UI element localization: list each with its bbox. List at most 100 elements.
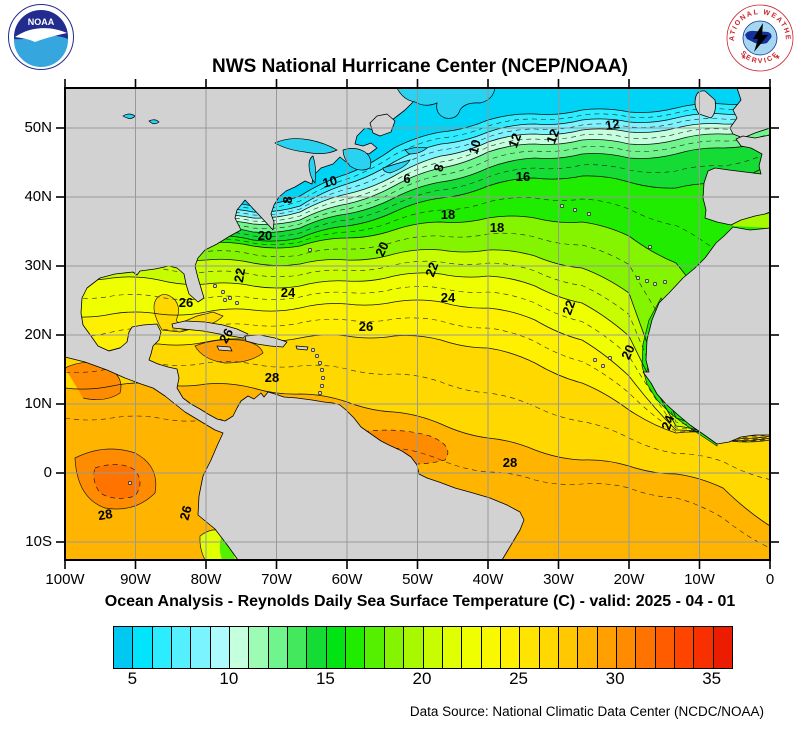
- contour-label: 22: [559, 298, 578, 317]
- noaa-bird-icon: [15, 28, 67, 42]
- nws-star-icon: ★: [775, 54, 780, 61]
- colorbar-tick-label: 5: [127, 669, 138, 688]
- colorbar-tick-label: 20: [412, 669, 432, 688]
- island: [600, 363, 605, 368]
- colorbar-segment: [558, 627, 579, 668]
- contour-label: 26: [359, 319, 373, 334]
- noaa-text: NOAA: [28, 17, 55, 27]
- contour-label: 12: [505, 131, 524, 150]
- colorbar-segment: [442, 627, 463, 668]
- noaa-logo: NOAA: [8, 4, 74, 70]
- contour-label: 20: [258, 228, 272, 243]
- island: [592, 357, 597, 362]
- colorbar-segment: [578, 627, 598, 668]
- contour-label: 22: [422, 260, 441, 279]
- colorbar-segment: [307, 627, 327, 668]
- colorbar-segment: [713, 627, 732, 668]
- island: [586, 212, 591, 217]
- lake: [396, 87, 496, 119]
- colorbar-segment: [172, 627, 192, 668]
- island: [228, 296, 233, 301]
- lat-label: 10S: [25, 533, 52, 550]
- colorbar-segment: [133, 627, 153, 668]
- colorbar-segment: [500, 627, 521, 668]
- colorbar-segment: [655, 627, 675, 668]
- contour-label: 12: [604, 116, 620, 133]
- data-source: Data Source: National Climatic Data Cent…: [409, 704, 764, 719]
- contour-label: 26: [177, 504, 195, 522]
- colorbar-segment: [423, 627, 443, 668]
- contour-label: 8: [280, 196, 295, 203]
- island: [315, 353, 320, 358]
- nws-logo: NATIONAL WEATHER SERVICE ★ ★: [726, 4, 794, 72]
- island: [662, 280, 667, 285]
- colorbar-segment: [365, 627, 385, 668]
- sst-patch: [93, 464, 141, 499]
- lake: [404, 146, 428, 155]
- nws-star-icon: ★: [741, 54, 746, 61]
- colorbar-segment: [326, 627, 347, 668]
- island: [652, 282, 657, 287]
- contour-line: [64, 299, 771, 439]
- lat-label: 50N: [24, 119, 52, 136]
- colorbar-segment: [597, 627, 617, 668]
- contour-label: 22: [231, 267, 248, 284]
- lake: [274, 138, 338, 154]
- colorbar-segment: [288, 627, 308, 668]
- contour-label: 10: [321, 173, 339, 191]
- colorbar-segment: [384, 627, 405, 668]
- colorbar-segment: [230, 627, 250, 668]
- landmass: [702, 134, 771, 226]
- colorbar-tick-label: 30: [605, 669, 625, 688]
- landmass: [369, 113, 396, 137]
- lake: [308, 155, 317, 184]
- sst-patch: [219, 538, 235, 560]
- colorbar-segment: [249, 627, 269, 668]
- island: [559, 204, 564, 209]
- colorbar-segment: [191, 627, 211, 668]
- landmass: [295, 345, 309, 351]
- colorbar-segment: [268, 627, 289, 668]
- island: [308, 248, 313, 253]
- contour-label: 24: [281, 285, 296, 300]
- contour-line-dashed: [64, 415, 771, 549]
- contour-label: 28: [503, 455, 517, 470]
- island: [235, 301, 240, 306]
- island: [644, 279, 649, 284]
- island: [572, 208, 577, 213]
- noaa-sea: [14, 35, 68, 67]
- contour-label: 26: [179, 295, 193, 310]
- colorbar-tick-label: 10: [219, 669, 239, 688]
- colorbar-segment: [616, 627, 637, 668]
- colorbar-tick-label: 35: [702, 669, 722, 688]
- map-caption: Ocean Analysis - Reynolds Daily Sea Surf…: [104, 593, 736, 610]
- colorbar-segment: [114, 627, 134, 668]
- island: [213, 284, 218, 289]
- colorbar-segment: [539, 627, 559, 668]
- colorbar-segment: [152, 627, 173, 668]
- contour-label: 6: [403, 171, 410, 186]
- lat-label: 30N: [24, 257, 52, 274]
- colorbar-tick-label: 15: [315, 669, 335, 688]
- colorbar-segment: [520, 627, 540, 668]
- lake: [148, 119, 160, 125]
- contour-label: 12: [543, 127, 562, 146]
- lon-label: 50W: [402, 571, 433, 588]
- lat-label: 40N: [24, 188, 52, 205]
- sst-patch: [64, 362, 122, 400]
- lon-label: 80W: [190, 571, 222, 588]
- lon-label: 70W: [261, 571, 292, 588]
- island: [318, 360, 323, 365]
- island: [635, 276, 640, 281]
- colorbar-segment: [346, 627, 366, 668]
- contour-label: 28: [97, 506, 114, 523]
- lon-label: 100W: [45, 571, 85, 588]
- colorbar-segment: [481, 627, 501, 668]
- lon-label: 20W: [613, 571, 645, 588]
- contour-label: 26: [216, 326, 236, 346]
- colorbar-segment: [210, 627, 231, 668]
- lon-label: 0: [765, 571, 775, 588]
- colorbar-segment: [404, 627, 424, 668]
